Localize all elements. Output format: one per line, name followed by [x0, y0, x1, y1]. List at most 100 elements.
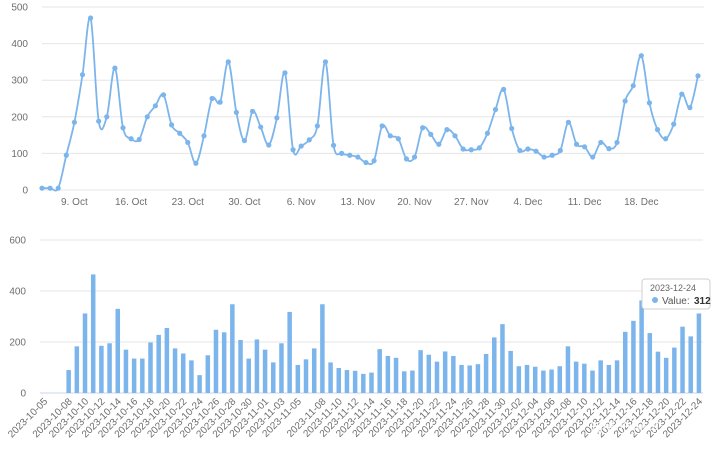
data-point[interactable]	[104, 114, 110, 120]
data-point[interactable]	[606, 146, 612, 152]
data-point[interactable]	[428, 131, 434, 137]
data-point[interactable]	[55, 185, 61, 191]
data-point[interactable]	[573, 141, 580, 147]
bar[interactable]	[565, 346, 571, 393]
data-point[interactable]	[630, 83, 636, 89]
data-point[interactable]	[128, 136, 134, 142]
data-point[interactable]	[314, 123, 320, 129]
bar[interactable]	[385, 356, 391, 393]
data-point[interactable]	[565, 119, 572, 125]
bar[interactable]	[606, 364, 612, 393]
data-point[interactable]	[541, 154, 547, 160]
data-point[interactable]	[258, 124, 264, 130]
data-point[interactable]	[654, 127, 661, 133]
bar[interactable]	[90, 274, 96, 393]
data-point[interactable]	[136, 136, 142, 143]
data-point[interactable]	[298, 143, 304, 149]
bar[interactable]	[172, 348, 178, 393]
bar[interactable]	[205, 355, 211, 393]
bar[interactable]	[271, 362, 276, 393]
bar[interactable]	[516, 366, 522, 393]
data-point[interactable]	[622, 98, 628, 104]
data-point[interactable]	[614, 139, 620, 146]
data-point[interactable]	[501, 86, 507, 92]
bar[interactable]	[541, 370, 546, 393]
bar[interactable]	[680, 326, 685, 393]
data-point[interactable]	[557, 147, 563, 154]
bar[interactable]	[672, 347, 677, 393]
bar[interactable]	[451, 356, 456, 393]
data-point[interactable]	[671, 121, 677, 127]
data-point[interactable]	[290, 147, 296, 153]
data-point[interactable]	[330, 142, 337, 148]
bar[interactable]	[475, 364, 481, 393]
bar[interactable]	[361, 373, 366, 393]
bar[interactable]	[320, 304, 325, 393]
data-point[interactable]	[444, 127, 450, 133]
data-point[interactable]	[460, 146, 466, 152]
data-point[interactable]	[339, 150, 345, 156]
data-point[interactable]	[687, 105, 693, 111]
bar[interactable]	[639, 300, 644, 393]
data-point[interactable]	[371, 158, 377, 164]
bar[interactable]	[295, 364, 301, 393]
data-point[interactable]	[468, 147, 474, 153]
data-point[interactable]	[509, 125, 515, 132]
data-point[interactable]	[152, 103, 158, 109]
bar[interactable]	[598, 360, 603, 393]
bar[interactable]	[369, 372, 374, 393]
data-point[interactable]	[112, 65, 118, 71]
bar[interactable]	[418, 350, 423, 393]
bar[interactable]	[492, 337, 497, 393]
data-point[interactable]	[379, 123, 385, 129]
bar[interactable]	[99, 345, 104, 393]
bar[interactable]	[140, 358, 145, 393]
bar[interactable]	[663, 357, 669, 393]
bar[interactable]	[213, 329, 219, 393]
data-point[interactable]	[306, 137, 312, 143]
data-point[interactable]	[403, 156, 410, 162]
bar[interactable]	[336, 368, 342, 393]
bar[interactable]	[221, 332, 227, 393]
bar[interactable]	[262, 349, 268, 393]
bar[interactable]	[622, 331, 628, 393]
data-point[interactable]	[387, 133, 393, 139]
bar[interactable]	[549, 369, 554, 393]
bar[interactable]	[287, 311, 292, 393]
data-point[interactable]	[96, 118, 102, 124]
bar[interactable]	[401, 371, 407, 393]
data-point[interactable]	[663, 136, 669, 142]
data-point[interactable]	[266, 142, 272, 148]
data-point[interactable]	[225, 59, 231, 65]
bar[interactable]	[532, 366, 538, 393]
bar[interactable]	[328, 362, 333, 393]
bar[interactable]	[197, 375, 202, 393]
data-point[interactable]	[355, 154, 361, 160]
bar[interactable]	[156, 334, 161, 393]
bar[interactable]	[148, 342, 153, 393]
bar[interactable]	[467, 365, 472, 393]
data-point[interactable]	[590, 154, 596, 160]
bar[interactable]	[180, 353, 186, 393]
data-point[interactable]	[533, 148, 539, 154]
bar[interactable]	[74, 346, 80, 393]
data-point[interactable]	[517, 147, 523, 154]
data-point[interactable]	[411, 154, 418, 160]
data-point[interactable]	[492, 106, 499, 113]
data-point[interactable]	[79, 72, 86, 78]
bar[interactable]	[189, 360, 194, 393]
bar[interactable]	[303, 359, 309, 393]
data-point[interactable]	[282, 70, 288, 76]
bar[interactable]	[311, 348, 317, 393]
bar[interactable]	[230, 304, 235, 393]
bar[interactable]	[442, 351, 448, 393]
data-point[interactable]	[39, 185, 45, 191]
bar[interactable]	[582, 363, 587, 393]
data-point[interactable]	[217, 99, 223, 105]
data-point[interactable]	[177, 130, 183, 136]
bar[interactable]	[655, 351, 661, 393]
bar[interactable]	[434, 361, 440, 393]
data-point[interactable]	[695, 73, 701, 79]
bar[interactable]	[107, 343, 112, 393]
bar[interactable]	[508, 350, 513, 393]
